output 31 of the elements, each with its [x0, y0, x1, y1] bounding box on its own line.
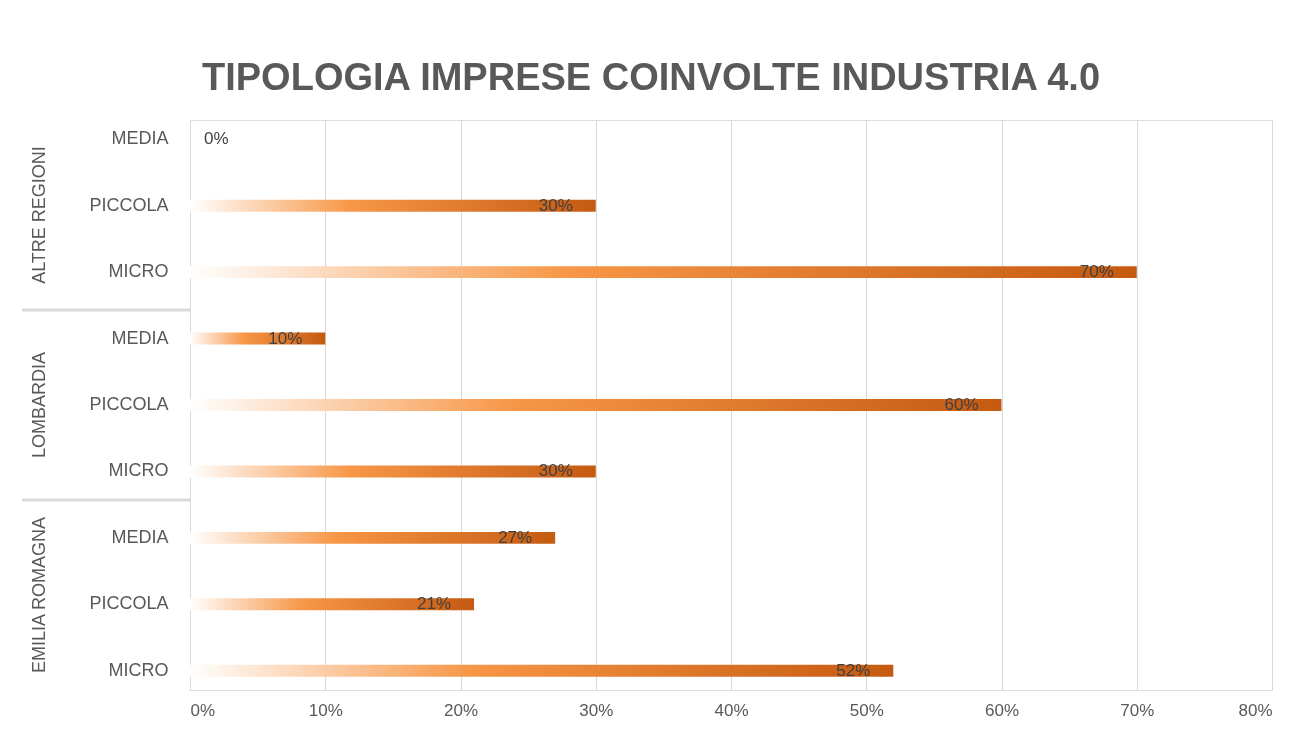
y-tick-label: MEDIA: [111, 128, 169, 149]
data-label: 60%: [944, 395, 979, 414]
data-label: 0%: [204, 129, 229, 149]
chart-title: TIPOLOGIA IMPRESE COINVOLTE INDUSTRIA 4.0: [201, 56, 1101, 98]
y-tick-label: PICCOLA: [89, 593, 169, 614]
text: ALTRE REGIONI: [29, 146, 49, 284]
text: LOMBARDIA: [29, 351, 49, 459]
x-tick-label: 50%: [849, 700, 884, 720]
y-tick-label: PICCOLA: [89, 194, 169, 215]
text: EMILIA ROMAGNA: [29, 516, 49, 674]
data-label: 21%: [417, 594, 452, 614]
y-tick-label: MICRO: [108, 460, 169, 481]
y-tick-label: MICRO: [108, 659, 169, 680]
y-tick-label: MICRO: [108, 261, 169, 282]
x-tick-label: 30%: [579, 700, 614, 720]
data-label: 52%: [836, 660, 871, 680]
data-label: 70%: [1079, 262, 1114, 282]
x-tick-label: 0%: [190, 700, 216, 720]
data-label: 27%: [498, 527, 533, 547]
data-label: 10%: [268, 328, 303, 348]
x-tick-label: 20%: [443, 700, 479, 720]
y-tick-label: MEDIA: [111, 526, 169, 547]
x-tick-label: 40%: [714, 700, 749, 720]
data-label: 30%: [538, 195, 573, 215]
x-tick-label: 10%: [308, 700, 343, 720]
x-tick-label: 70%: [1120, 700, 1155, 720]
y-tick-label: MEDIA: [111, 327, 169, 348]
x-tick-label: 80%: [1238, 700, 1273, 720]
y-tick-label: PICCOLA: [89, 394, 169, 414]
x-tick-label: 60%: [984, 700, 1020, 720]
data-label: 30%: [538, 461, 573, 481]
